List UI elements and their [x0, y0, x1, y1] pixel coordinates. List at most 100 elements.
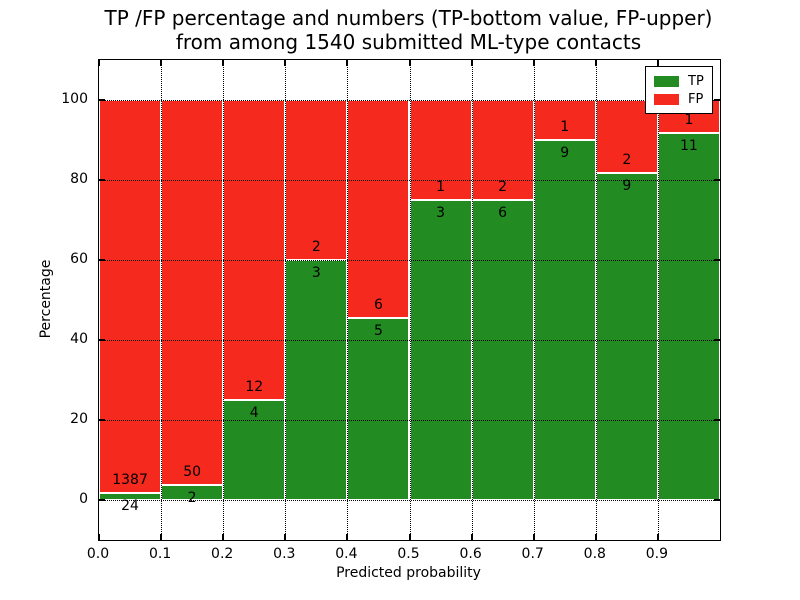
x-tick-label: 0.7 [521, 546, 544, 562]
bar-segment-tp [409, 200, 472, 500]
fp-count-label: 2 [622, 151, 632, 168]
x-tick-label: 0.4 [335, 546, 358, 562]
x-tick-label: 0.6 [459, 546, 482, 562]
legend-row: TP [654, 72, 704, 90]
y-tick-mark [99, 339, 105, 341]
horizontal-gridline [99, 100, 720, 101]
bar-segment-fp [161, 100, 224, 485]
tp-count-label: 9 [622, 177, 632, 194]
fp-count-label: 50 [183, 463, 202, 480]
x-tick-mark [656, 60, 659, 66]
fp-count-label: 1 [684, 112, 694, 129]
y-tick-mark [714, 499, 720, 501]
x-tick-mark [160, 534, 163, 540]
fp-count-label: 1 [560, 119, 570, 135]
bar-segment-fp [223, 100, 286, 400]
bar-segment-tp [533, 140, 596, 500]
bar-segment-tp [347, 318, 410, 500]
tp-count-label: 3 [436, 205, 446, 221]
y-tick-label: 80 [70, 171, 88, 187]
legend-swatch-tp [654, 75, 679, 87]
x-tick-mark [98, 60, 100, 66]
x-tick-mark [470, 534, 473, 540]
x-tick-mark [532, 534, 535, 540]
x-tick-mark [656, 534, 659, 540]
vertical-gridline [533, 60, 535, 540]
x-tick-label: 0.8 [583, 546, 606, 562]
x-tick-mark [98, 534, 100, 540]
tp-count-label: 24 [121, 498, 139, 515]
vertical-gridline [595, 60, 597, 540]
horizontal-gridline [99, 340, 720, 341]
vertical-gridline [223, 60, 225, 540]
x-tick-label: 0.1 [148, 546, 172, 562]
fp-count-label: 6 [373, 297, 383, 314]
bar-segment-tp [223, 400, 286, 500]
y-tick-mark [714, 339, 720, 341]
tp-count-label: 4 [249, 405, 259, 421]
x-tick-mark [532, 60, 535, 66]
chart-title-line2: from among 1540 submitted ML-type contac… [175, 30, 642, 54]
vertical-gridline [657, 60, 659, 540]
x-tick-mark [408, 60, 411, 66]
vertical-gridline [285, 60, 287, 540]
y-axis-label: Percentage [38, 259, 54, 339]
x-tick-mark [222, 534, 225, 540]
chart-title: TP /FP percentage and numbers (TP-bottom… [98, 6, 719, 54]
y-tick-mark [99, 179, 105, 181]
legend-label-tp: TP [688, 73, 704, 89]
vertical-gridline [471, 60, 473, 540]
x-tick-mark [408, 534, 411, 540]
x-tick-label: 0.2 [211, 546, 234, 562]
legend-row: FP [654, 90, 704, 108]
y-tick-mark [714, 259, 720, 261]
fp-count-label: 1387 [112, 472, 148, 489]
x-tick-mark [222, 60, 225, 66]
y-tick-mark [714, 99, 720, 101]
x-tick-mark [284, 534, 287, 540]
legend-label-fp: FP [688, 91, 704, 107]
chart-title-line1: TP /FP percentage and numbers (TP-bottom… [104, 6, 713, 30]
y-tick-mark [99, 499, 105, 501]
x-axis-label: Predicted probability [336, 565, 481, 581]
tp-count-label: 11 [680, 138, 698, 155]
tp-count-label: 6 [498, 205, 508, 221]
horizontal-gridline [99, 420, 720, 421]
horizontal-gridline [99, 500, 720, 501]
y-tick-mark [714, 419, 720, 421]
x-tick-label: 0.3 [273, 546, 296, 562]
bar-segment-tp [285, 260, 348, 500]
y-tick-label: 100 [61, 91, 88, 107]
vertical-gridline [409, 60, 411, 540]
vertical-gridline [347, 60, 349, 540]
y-tick-label: 60 [70, 251, 88, 267]
y-tick-mark [99, 99, 105, 101]
y-tick-label: 40 [70, 331, 88, 347]
legend: TP FP [645, 66, 713, 114]
y-tick-label: 20 [70, 411, 88, 427]
legend-swatch-fp [654, 93, 679, 105]
bar-segment-tp [471, 200, 534, 500]
x-tick-mark [284, 60, 287, 66]
fp-count-label: 1 [436, 179, 446, 195]
x-tick-label: 0.9 [645, 546, 669, 562]
x-tick-label: 0.0 [86, 546, 110, 562]
tp-count-label: 3 [311, 265, 321, 281]
x-tick-mark [346, 60, 349, 66]
bar-segment-tp [657, 133, 720, 500]
horizontal-gridline [99, 260, 720, 261]
fp-count-label: 2 [311, 239, 321, 255]
x-tick-mark [160, 60, 163, 66]
bar-segment-fp [347, 100, 410, 319]
bar-segment-fp [99, 100, 162, 494]
x-tick-mark [470, 60, 473, 66]
y-tick-mark [714, 179, 720, 181]
fp-count-label: 12 [245, 379, 264, 395]
tp-count-label: 2 [187, 489, 197, 506]
y-tick-mark [99, 419, 105, 421]
x-tick-mark [346, 534, 349, 540]
x-tick-mark [594, 534, 597, 540]
tp-count-label: 5 [373, 323, 383, 340]
bar-segment-tp [99, 493, 162, 500]
